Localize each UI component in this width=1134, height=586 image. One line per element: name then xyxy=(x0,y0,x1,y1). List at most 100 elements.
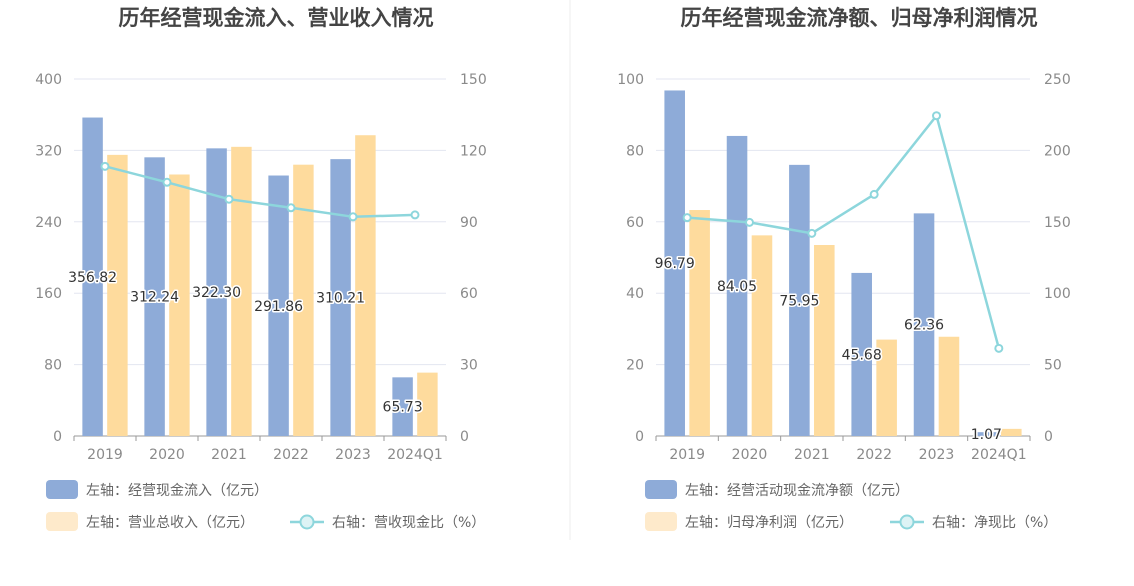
right-chart-bar-series2 xyxy=(689,210,710,436)
right-chart-line-point xyxy=(807,228,817,238)
left-chart-right-tick-label: 150 xyxy=(460,72,487,88)
left-chart-data-label: 322.30 xyxy=(192,285,241,301)
right-chart-data-label: 45.68 xyxy=(842,347,882,363)
right-chart-x-tick-label: 2021 xyxy=(794,447,830,463)
right-chart-legend-label-series2: 左轴：归母净利润（亿元） xyxy=(685,514,853,531)
right-chart-line-point xyxy=(869,189,879,199)
left-chart-legend-swatch-series2 xyxy=(46,512,78,531)
left-chart-bar-series1 xyxy=(82,117,103,436)
right-chart-left-tick-label: 40 xyxy=(626,286,644,302)
right-chart-bar-series2 xyxy=(938,336,960,436)
left-chart-x-tick-label: 2021 xyxy=(211,447,247,463)
left-chart-legend-swatch-series1 xyxy=(46,480,78,499)
left-chart-bar-series2 xyxy=(169,174,190,436)
right-chart-data-label: 96.79 xyxy=(655,256,695,272)
right-chart-bar-series2 xyxy=(1001,428,1022,436)
left-chart-x-tick-label: 2020 xyxy=(149,447,185,463)
right-chart-bar-series1 xyxy=(976,432,997,436)
left-chart-legend-label-series2: 左轴：营业总收入（亿元） xyxy=(86,515,254,531)
right-chart-data-label: 84.05 xyxy=(717,279,757,295)
left-chart-line-point xyxy=(100,161,110,171)
right-chart-title: 历年经营现金流净额、归母净利润情况 xyxy=(681,6,1038,30)
left-chart-bar-series2 xyxy=(417,372,438,436)
right-chart-data-label: 75.95 xyxy=(779,293,819,309)
right-chart-line-series xyxy=(687,112,1001,349)
left-chart-title: 历年经营现金流入、营业收入情况 xyxy=(119,6,434,30)
right-chart-x-tick-label: 2022 xyxy=(856,447,892,463)
left-chart-bar-series2 xyxy=(293,164,314,436)
left-chart-data-label: 65.73 xyxy=(383,400,423,416)
left-chart-bar-series1 xyxy=(392,377,413,436)
right-chart-legend-label-line: 右轴：净现比（%） xyxy=(932,515,1057,531)
right-chart-bar-series1 xyxy=(726,135,748,436)
left-chart-bar-series1 xyxy=(206,148,227,437)
left-chart-x-tick-label: 2019 xyxy=(87,447,123,463)
left-chart-bar-series1 xyxy=(330,159,351,436)
right-chart-data-label: 1.07 xyxy=(971,427,1002,443)
right-chart-bar-series1 xyxy=(664,90,685,436)
left-chart-x-tick-label: 2024Q1 xyxy=(387,447,443,463)
left-chart-data-label: 312.24 xyxy=(130,290,179,306)
right-chart-right-tick-label: 250 xyxy=(1044,72,1071,88)
right-chart-bar-series1 xyxy=(851,272,872,436)
left-chart-right-tick-label: 90 xyxy=(460,215,478,231)
right-chart-bar-series2 xyxy=(751,235,773,436)
right-chart-right-tick-label: 50 xyxy=(1044,358,1062,374)
left-chart-line-point xyxy=(410,210,420,220)
right-chart-bar-series2 xyxy=(876,339,897,436)
right-chart-left-tick-label: 0 xyxy=(635,429,644,445)
left-chart-bar-series2 xyxy=(231,146,252,436)
left-chart-x-tick-label: 2023 xyxy=(335,447,371,463)
right-chart-data-label: 62.36 xyxy=(904,318,944,334)
left-chart-line-point xyxy=(286,203,296,213)
left-chart-line-series xyxy=(104,165,416,219)
left-chart-bar-series2 xyxy=(355,135,376,437)
left-chart-data-label: 356.82 xyxy=(68,270,117,286)
left-chart-line-point xyxy=(162,177,172,187)
left-chart-line-point xyxy=(348,212,358,222)
left-chart-data-label: 310.21 xyxy=(316,291,365,307)
left-chart-left-tick-label: 400 xyxy=(35,72,62,88)
right-chart-x-tick-label: 2020 xyxy=(732,447,768,463)
right-chart-line-point xyxy=(745,217,754,227)
right-chart-left-tick-label: 60 xyxy=(626,215,644,231)
left-chart-data-label: 291.86 xyxy=(254,299,303,315)
left-chart-right-tick-label: 0 xyxy=(460,429,469,445)
right-chart-bar-series1 xyxy=(913,213,935,436)
left-chart-bar-series1 xyxy=(268,175,289,436)
right-chart-x-tick-label: 2023 xyxy=(919,447,955,463)
right-chart-left-tick-label: 20 xyxy=(626,358,644,374)
left-chart-right-tick-label: 120 xyxy=(460,143,487,159)
left-chart-left-tick-label: 240 xyxy=(35,215,62,231)
right-chart-legend-line-marker xyxy=(899,514,915,530)
left-chart-right-tick-label: 60 xyxy=(460,286,478,302)
right-chart-line-point xyxy=(682,213,692,223)
right-chart-x-tick-label: 2024Q1 xyxy=(971,447,1027,463)
left-chart-left-tick-label: 320 xyxy=(35,143,62,159)
right-chart-legend-swatch-series2 xyxy=(645,512,677,531)
right-chart-legend-label-series1: 左轴：经营活动现金流净额（亿元） xyxy=(685,483,909,499)
left-chart-x-tick-label: 2022 xyxy=(273,447,309,463)
left-chart-left-tick-label: 0 xyxy=(53,429,62,445)
left-chart-right-tick-label: 30 xyxy=(460,358,478,374)
right-chart-line-point xyxy=(932,111,941,121)
left-chart-legend-label-line: 右轴：营收现金比（%） xyxy=(332,515,485,531)
left-chart-left-tick-label: 80 xyxy=(44,358,62,374)
right-chart-x-tick-label: 2019 xyxy=(669,447,705,463)
left-chart-line-point xyxy=(224,194,234,204)
right-chart-legend-swatch-series1 xyxy=(645,480,677,499)
right-chart-left-tick-label: 100 xyxy=(617,72,644,88)
right-chart-line-point xyxy=(994,343,1004,353)
right-chart-right-tick-label: 0 xyxy=(1044,429,1053,445)
right-chart-left-tick-label: 80 xyxy=(626,143,644,159)
left-chart-bar-series1 xyxy=(144,157,165,436)
left-chart-left-tick-label: 160 xyxy=(35,286,62,302)
right-chart-right-tick-label: 150 xyxy=(1044,215,1071,231)
right-chart-bar-series2 xyxy=(814,245,835,436)
right-chart-right-tick-label: 100 xyxy=(1044,286,1071,302)
left-chart-bar-series2 xyxy=(107,154,128,437)
right-chart-right-tick-label: 200 xyxy=(1044,143,1071,159)
left-chart-legend-line-marker xyxy=(299,514,315,530)
